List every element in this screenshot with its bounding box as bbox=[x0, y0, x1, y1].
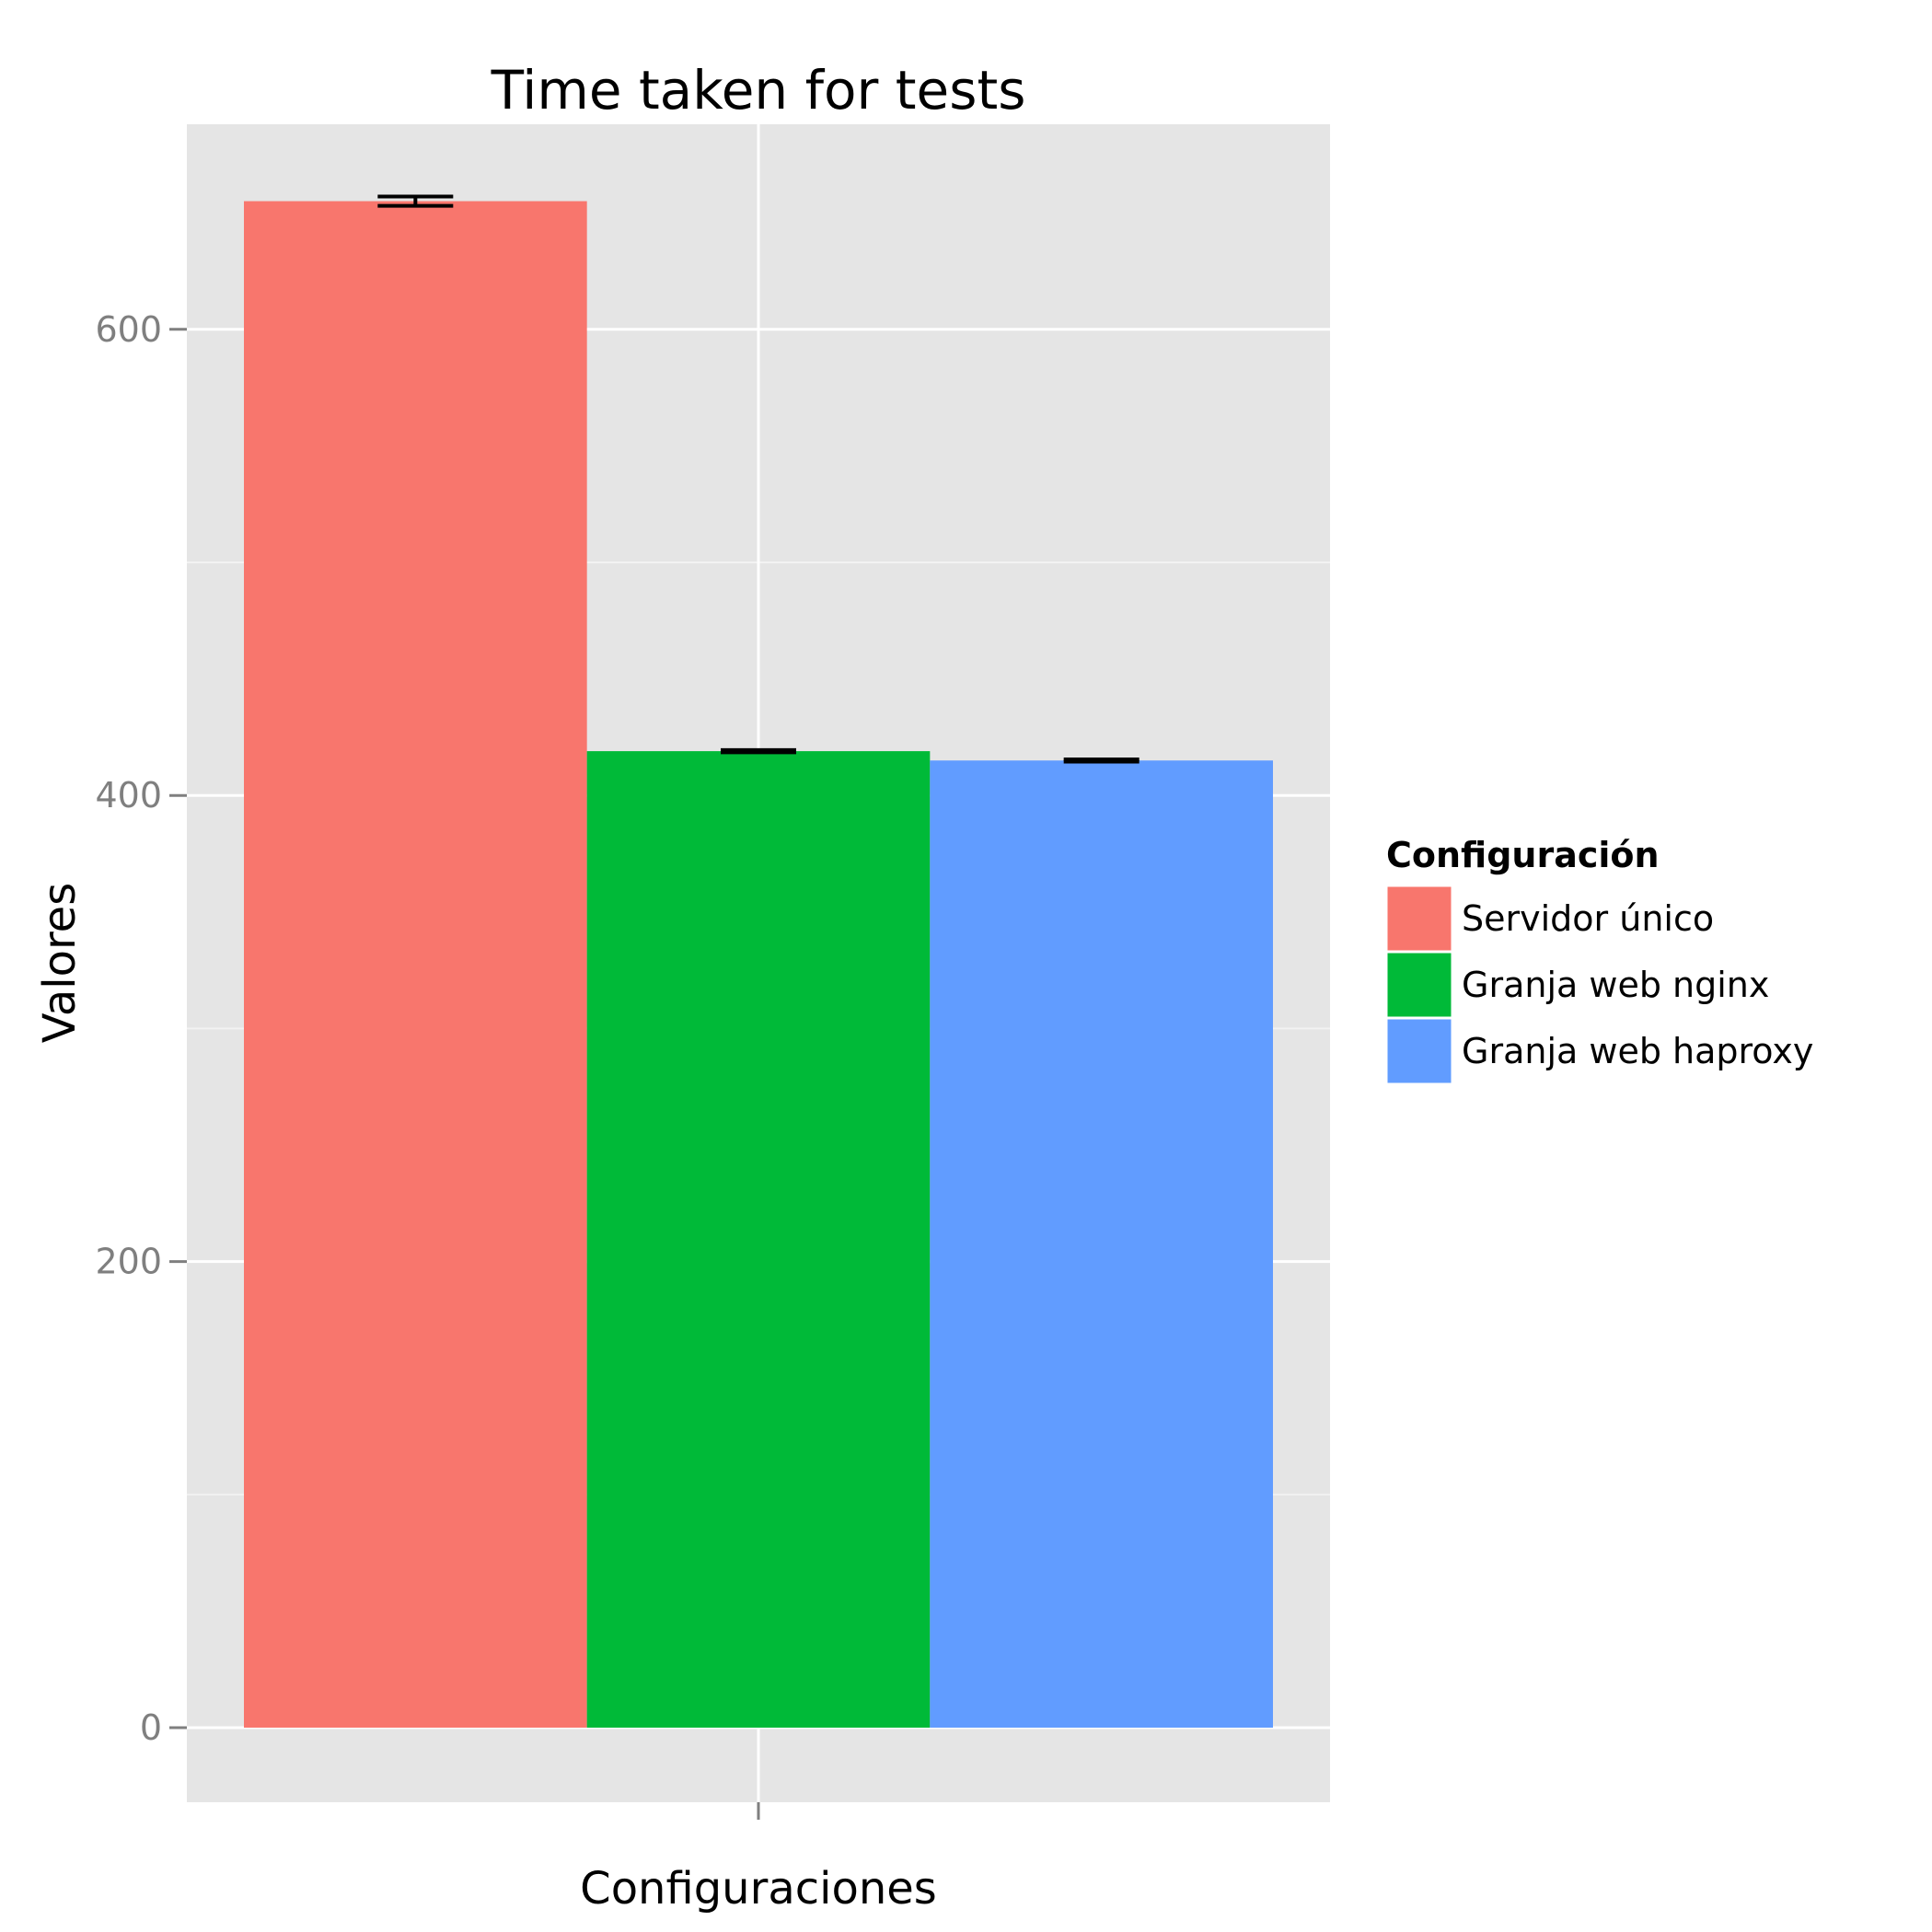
legend-title: Configuración bbox=[1386, 835, 1660, 875]
legend-key bbox=[1384, 950, 1454, 1020]
y-tick-label: 200 bbox=[95, 1242, 162, 1282]
x-axis-title: Configuraciones bbox=[580, 1863, 937, 1915]
y-tick-label: 400 bbox=[95, 775, 162, 816]
legend: Configuración Servidor único Granja web n… bbox=[1384, 835, 1813, 1086]
y-axis: 0 200 400 600 bbox=[95, 309, 187, 1748]
bar bbox=[930, 760, 1273, 1728]
legend-key bbox=[1384, 884, 1454, 954]
bar bbox=[244, 201, 587, 1728]
bar bbox=[586, 751, 931, 1728]
error-bar bbox=[721, 747, 796, 755]
y-tick-label: 600 bbox=[95, 309, 162, 350]
error-bars-group bbox=[377, 194, 1140, 764]
error-bar bbox=[377, 194, 454, 208]
legend-key bbox=[1384, 1016, 1454, 1086]
legend-label: Granja web haproxy bbox=[1462, 1031, 1813, 1071]
y-axis-title: Valores bbox=[34, 883, 86, 1043]
bars-group bbox=[244, 201, 1273, 1728]
legend-label: Granja web nginx bbox=[1462, 965, 1769, 1005]
y-tick-label: 0 bbox=[140, 1707, 162, 1748]
chart-title: Time taken for tests bbox=[491, 59, 1026, 121]
legend-label: Servidor único bbox=[1462, 898, 1714, 939]
error-bar bbox=[1063, 757, 1140, 764]
